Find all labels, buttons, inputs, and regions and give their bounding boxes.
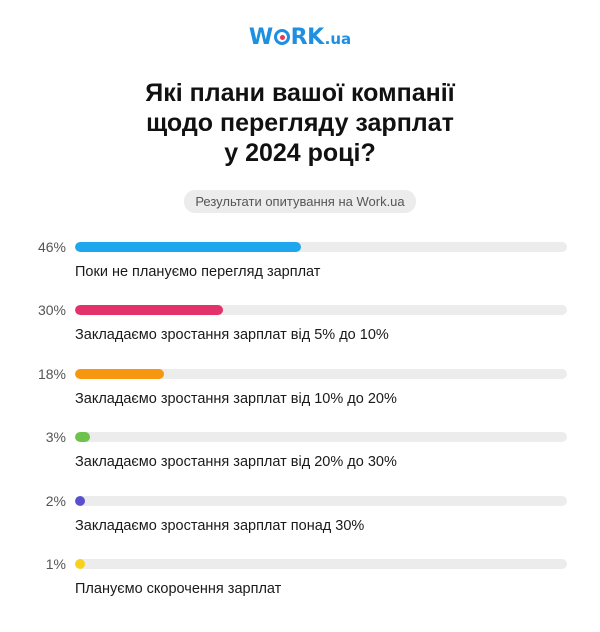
logo-target-icon [273,29,290,45]
work-ua-logo: W RK .ua [0,25,600,50]
title-line-3: у 2024 році? [224,139,376,167]
bar-track [75,305,567,316]
bar [75,242,302,252]
bar-track [75,432,567,443]
bar-track [75,559,567,569]
bar-value-label: 30% [37,302,66,319]
bar-row: 1% Плануємо скорочення зарплат [0,557,600,607]
bar-row: 18% Закладаємо зростання зарплат від 10% … [0,367,600,417]
logo-text-start: W [248,25,273,50]
bar-track [75,495,567,506]
bar-category-label: Закладаємо зростання зарплат понад 30% [75,517,365,534]
bar-value-label: 2% [45,492,66,509]
page-title: Які плани вашої компанії щодо перегляду … [0,78,600,168]
bar-value-label: 46% [37,239,66,255]
bar [75,305,223,316]
bar [75,559,85,569]
bar-category-label: Поки не плануємо перегляд зарплат [75,264,321,280]
bar [75,432,90,443]
bar [75,495,85,506]
bar-value-label: 18% [37,365,66,382]
bar-track [75,242,567,252]
subtitle-badge-wrap: Результати опитування на Work.ua [0,190,600,213]
bar-row: 30% Закладаємо зростання зарплат від 5% д… [0,303,600,353]
logo-text-end: RK [290,25,325,50]
title-line-2: щодо перегляду зарплат [146,109,454,137]
bar-row: 2% Закладаємо зростання зарплат понад 30% [0,494,600,544]
logo-suffix: .ua [324,30,352,48]
bar-row: 3% Закладаємо зростання зарплат від 20% д… [0,430,600,480]
bar-category-label: Закладаємо зростання зарплат від 5% до 1… [75,327,389,344]
subtitle-badge: Результати опитування на Work.ua [184,190,416,213]
bar [75,368,164,379]
bar-category-label: Закладаємо зростання зарплат від 20% до … [75,454,397,471]
bar-value-label: 3% [45,429,66,446]
bar-track [75,368,567,379]
bar-category-label: Закладаємо зростання зарплат від 10% до … [75,390,397,407]
bar-row: 46% Поки не плануємо перегляд зарплат [0,240,600,290]
bar-value-label: 1% [45,556,66,572]
title-line-1: Які плани вашої компанії [145,79,455,107]
bar-category-label: Плануємо скорочення зарплат [75,581,282,597]
